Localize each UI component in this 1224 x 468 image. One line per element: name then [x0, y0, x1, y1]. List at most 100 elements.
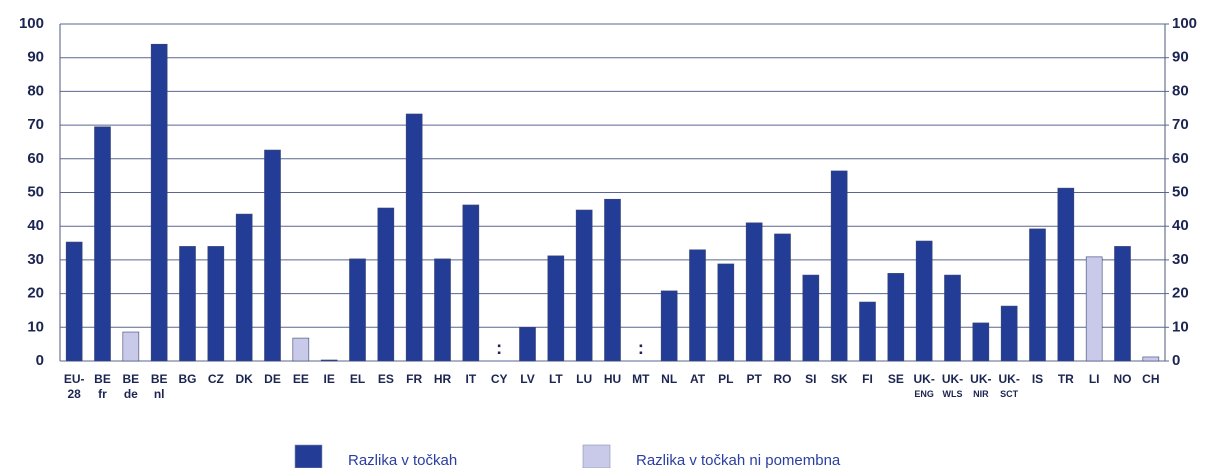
- x-tick-label: MT: [632, 372, 650, 386]
- x-tick-label: NL: [661, 372, 677, 386]
- y-tick-label: 40: [27, 217, 44, 234]
- x-tick-label: BE nl: [151, 372, 168, 401]
- y-tick-label: 20: [27, 285, 44, 302]
- x-tick-label: SE: [888, 372, 904, 386]
- y-tick-label: 80: [27, 82, 44, 99]
- bar: [434, 258, 451, 362]
- y2-tick-label: 40: [1172, 217, 1189, 234]
- x-tick-label: EU-28: [64, 372, 85, 401]
- bar: [65, 241, 83, 362]
- y2-tick-label: 30: [1172, 251, 1189, 268]
- x-tick-label: LV: [520, 372, 534, 386]
- x-tick-label: BE de: [122, 372, 139, 401]
- x-tick-label: ES: [378, 372, 394, 386]
- y2-tick-label: 60: [1172, 150, 1189, 167]
- bar: [94, 126, 111, 362]
- bar: [689, 249, 706, 362]
- y2-tick-label: 100: [1172, 15, 1197, 32]
- y-tick-label: 70: [27, 116, 44, 133]
- x-tick-label: TR: [1058, 372, 1074, 386]
- bar: [320, 359, 338, 362]
- bar: [745, 222, 763, 362]
- bar: [604, 198, 621, 362]
- x-tick-label: HU: [604, 372, 621, 386]
- x-tick-label: DE: [264, 372, 281, 386]
- y2-tick-label: 80: [1172, 82, 1189, 99]
- bar: [377, 207, 395, 362]
- x-tick-label: PT: [746, 372, 762, 386]
- legend-label: Razlika v točkah ni pomembna: [636, 452, 841, 468]
- x-tick-label: LU: [576, 372, 592, 386]
- bar: [292, 337, 310, 362]
- x-tick-label: LT: [549, 372, 563, 386]
- bar: [1000, 305, 1018, 362]
- bar: [972, 322, 990, 362]
- y-tick-label: 90: [27, 49, 44, 66]
- x-tick-label: CY: [491, 372, 508, 386]
- bar: [887, 273, 905, 362]
- bar: [462, 204, 480, 362]
- x-tick-label: DK: [235, 372, 253, 386]
- missing-marker: :: [496, 338, 502, 358]
- y2-tick-label: 10: [1172, 318, 1189, 335]
- bar: [1114, 246, 1131, 362]
- x-tick-label: HR: [434, 372, 452, 386]
- legend-swatch: [582, 444, 611, 468]
- bar: [179, 246, 196, 362]
- y2-tick-label: 90: [1172, 49, 1189, 66]
- bar: [547, 255, 565, 362]
- x-tick-label: AT: [690, 372, 706, 386]
- bar: [235, 213, 253, 362]
- bar: [575, 209, 593, 362]
- bar: [915, 240, 933, 362]
- bar: [859, 301, 876, 362]
- bar: [802, 274, 820, 362]
- bar: [349, 258, 366, 362]
- x-tick-label: IT: [465, 372, 476, 386]
- x-tick-label: RO: [774, 372, 792, 386]
- x-tick-label: IE: [323, 372, 334, 386]
- y-tick-label: 60: [27, 150, 44, 167]
- x-tick-label: EE: [293, 372, 309, 386]
- y-tick-label: 100: [19, 15, 44, 32]
- y-tick-label: 10: [27, 318, 44, 335]
- x-tick-label: CH: [1142, 372, 1159, 386]
- bar: [1085, 256, 1103, 362]
- x-tick-label: CZ: [208, 372, 224, 386]
- y2-tick-label: 70: [1172, 116, 1189, 133]
- x-tick-label: LI: [1089, 372, 1100, 386]
- bar: [122, 331, 140, 362]
- x-tick-label: NO: [1114, 372, 1132, 386]
- bar: [1029, 228, 1046, 362]
- x-tick-label: UK-WLS: [942, 372, 963, 399]
- x-tick-label: UK-NIR: [970, 372, 991, 399]
- bar: [830, 170, 848, 362]
- missing-marker: :: [638, 338, 644, 358]
- bar: [944, 274, 961, 362]
- bar: [774, 233, 791, 362]
- x-tick-label: SK: [831, 372, 848, 386]
- x-tick-label: IS: [1032, 372, 1043, 386]
- x-tick-label: EL: [350, 372, 365, 386]
- x-tick-label: SI: [805, 372, 816, 386]
- bar: [1142, 356, 1160, 362]
- bar: [207, 246, 225, 362]
- y-tick-label: 30: [27, 251, 44, 268]
- x-tick-label: FI: [862, 372, 873, 386]
- y-tick-label: 0: [36, 352, 44, 369]
- legend-swatch: [294, 444, 323, 468]
- bar: [150, 43, 168, 362]
- x-tick-label: BE fr: [94, 372, 111, 401]
- bar: [264, 149, 281, 362]
- y2-tick-label: 20: [1172, 285, 1189, 302]
- bar: [717, 263, 735, 362]
- bar: [1057, 187, 1075, 362]
- x-tick-label: UK-SCT: [999, 372, 1020, 399]
- legend-label: Razlika v točkah: [348, 452, 457, 468]
- bar: [405, 113, 423, 362]
- y-tick-label: 50: [27, 183, 44, 200]
- y2-tick-label: 0: [1172, 352, 1180, 369]
- bar: [660, 290, 678, 362]
- x-tick-label: PL: [718, 372, 733, 386]
